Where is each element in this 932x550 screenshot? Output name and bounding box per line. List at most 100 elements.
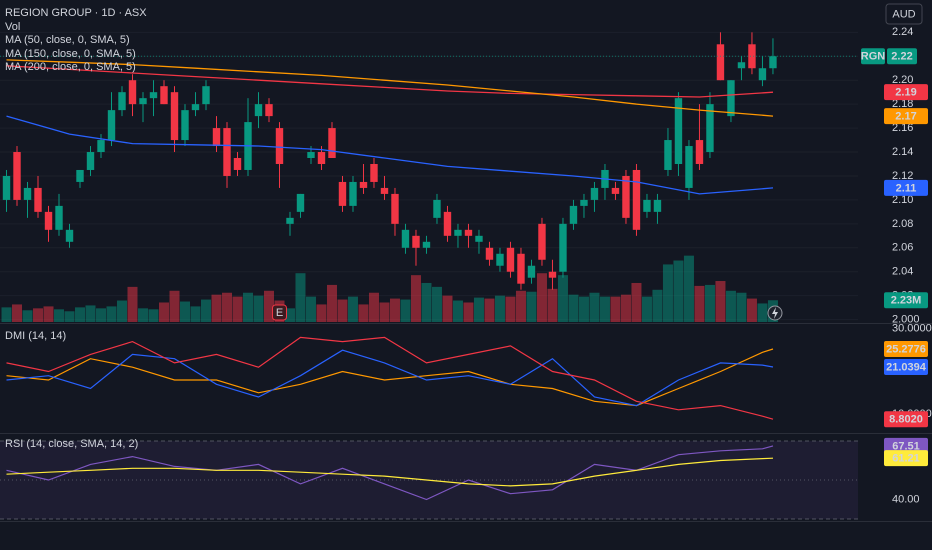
currency-label[interactable]: AUD	[892, 8, 915, 20]
volume-bar	[589, 292, 600, 322]
candle-body	[611, 187, 620, 194]
volume-bar	[704, 284, 715, 322]
ma-last-label: 2.11	[896, 182, 917, 194]
volume-bar	[410, 275, 421, 322]
volume-bar	[179, 301, 190, 322]
volume-bar	[557, 275, 568, 322]
indicator-last-label-box	[884, 359, 928, 376]
ma-last-label-box	[884, 108, 928, 125]
candle-body	[13, 152, 21, 200]
currency-button-frame[interactable]	[885, 3, 923, 25]
volume-bar	[389, 298, 400, 322]
indicator-line	[6, 336, 774, 420]
volume-bar	[599, 296, 610, 322]
y-tick-label: 40.00	[892, 493, 920, 505]
candle-body	[328, 128, 336, 159]
volume-bar	[221, 292, 232, 322]
ma-last-label: 2.17	[895, 111, 916, 123]
candle-body	[391, 193, 399, 224]
candle-body	[2, 175, 11, 200]
candle-body	[97, 140, 105, 153]
volume-bar	[326, 284, 337, 322]
moving-average-line	[6, 65, 774, 98]
volume-bar	[368, 292, 379, 322]
candle-body	[496, 253, 504, 266]
volume-bar	[106, 306, 117, 322]
candle-body	[401, 229, 410, 248]
candle-body	[538, 223, 546, 260]
volume-bar	[421, 282, 432, 322]
volume-bar	[736, 292, 747, 322]
candle-body	[76, 169, 84, 182]
candle-body	[590, 187, 599, 200]
candle-body	[317, 152, 326, 164]
y-tick-label: 2.20	[892, 74, 913, 86]
volume-bar	[305, 296, 316, 322]
legend: REGION GROUP · 1D · ASX Vol MA (50, clos…	[5, 7, 147, 450]
ma-last-label-box	[884, 179, 928, 196]
candle-body	[212, 128, 221, 147]
legend-ma: MA (50, close, 0, SMA, 5)	[5, 34, 130, 46]
volume-bar	[85, 305, 96, 322]
candle-body	[643, 199, 651, 212]
indicator-last-label: 21.0394	[886, 361, 927, 373]
candle-body	[727, 80, 735, 117]
y-tick-label: 2.24	[892, 26, 913, 38]
volume-bar	[641, 296, 652, 322]
currency-button[interactable]: AUD	[885, 3, 923, 25]
y-tick-label: 2.06	[892, 242, 913, 254]
ma-last-label-box	[884, 84, 928, 101]
y-tick-label: 2.14	[892, 146, 913, 158]
y-tick-label: 2.16	[892, 122, 913, 134]
axes	[0, 323, 932, 522]
candle-body	[202, 86, 210, 105]
dmi-title: DMI (14, 14)	[5, 330, 66, 342]
candle-body	[265, 104, 273, 117]
volume-bar	[284, 308, 295, 322]
candle-body	[748, 44, 756, 69]
volume-bar	[505, 296, 516, 322]
y-tick-label: 2.000	[892, 314, 920, 326]
candle-body	[622, 175, 630, 218]
ma-last-label: 2.19	[895, 87, 916, 99]
candle-body	[23, 187, 32, 200]
volume-bar	[400, 299, 411, 322]
volume-bar	[431, 286, 442, 322]
rsi-title: RSI (14, close, SMA, 14, 2)	[5, 438, 138, 450]
volume-bar	[242, 292, 253, 322]
candle-body	[181, 110, 189, 141]
volume-bar	[463, 302, 474, 322]
legend-volume: Vol	[5, 21, 20, 33]
indicator-last-label: 67.51	[892, 440, 920, 452]
volume-bar	[43, 306, 54, 322]
volume-bar	[33, 308, 44, 322]
candle-body	[569, 205, 578, 224]
alert-icon-bolt[interactable]	[772, 307, 778, 319]
y-tick-label: 2.18	[892, 98, 913, 110]
candle-body	[580, 199, 588, 206]
volume-bar	[54, 309, 65, 322]
y-tick-label: 2.08	[892, 218, 913, 230]
volume-bar	[148, 309, 159, 322]
volume-bar	[694, 285, 705, 322]
candle-body	[349, 181, 357, 206]
candle-body	[149, 92, 158, 99]
volume-bar	[536, 273, 547, 322]
indicator-last-label: 8.8020	[889, 414, 923, 426]
moving-average-line	[6, 115, 774, 195]
candle-body	[65, 229, 74, 242]
alert-icon[interactable]	[767, 305, 783, 321]
candle-body	[758, 68, 767, 81]
symbol-tag-box	[861, 48, 885, 65]
candle-body	[191, 104, 200, 111]
candle-body	[338, 181, 347, 206]
volume-bar	[725, 290, 736, 322]
volume-bar	[232, 296, 243, 322]
candle-body	[464, 229, 473, 236]
volume-bar	[452, 300, 463, 322]
volume-bar	[12, 304, 23, 322]
candle-body	[286, 217, 294, 224]
volume-bar	[295, 273, 306, 322]
candle-body	[454, 229, 462, 236]
volume-bar	[211, 294, 222, 322]
